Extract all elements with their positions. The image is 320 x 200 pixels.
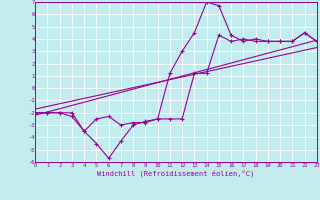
X-axis label: Windchill (Refroidissement éolien,°C): Windchill (Refroidissement éolien,°C) <box>97 169 255 177</box>
